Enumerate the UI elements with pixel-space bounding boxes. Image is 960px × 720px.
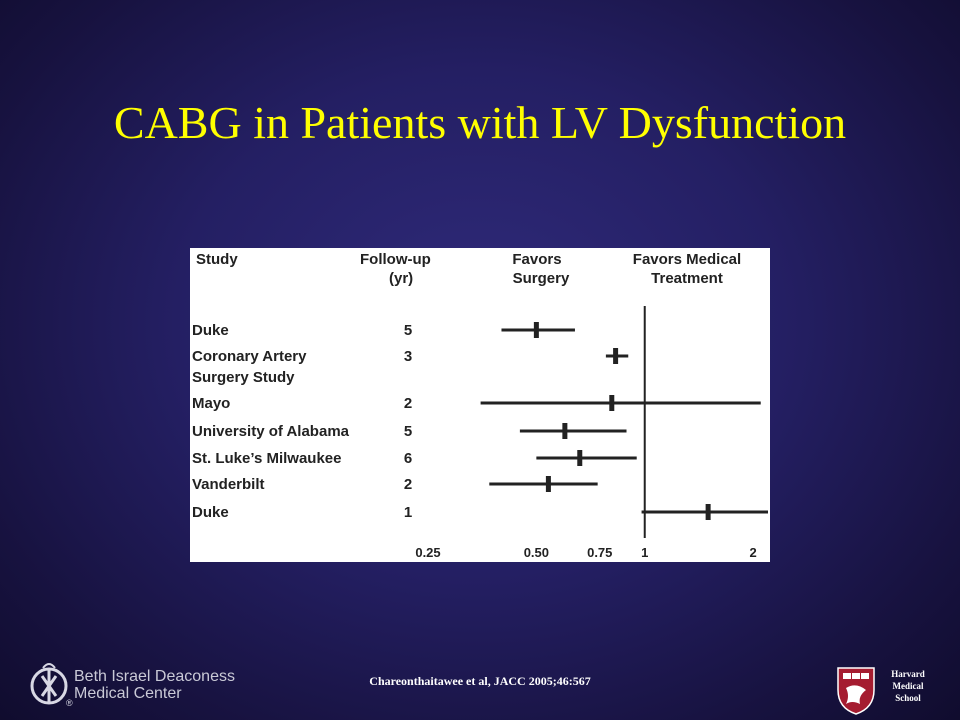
column-header-followup: Follow-up [360, 251, 431, 268]
plot-layer: Duke 5 Coronary Artery Surgery Study 3 Mayo 2 U… [192, 306, 768, 560]
bidmc-registered-mark: ® [66, 698, 73, 708]
x-tick-label: 0.25 [415, 545, 440, 560]
x-tick-label: 2 [749, 545, 756, 560]
x-tick-label: 0.50 [524, 545, 549, 560]
harvard-name-line1: Harvard [891, 669, 925, 679]
bidmc-name: Beth Israel Deaconess Medical Center [74, 668, 235, 702]
study-label: St. Luke’s Milwaukee [192, 450, 342, 467]
point-estimate [577, 450, 583, 466]
study-label: Surgery Study [192, 369, 295, 386]
x-tick-label: 1 [641, 545, 648, 560]
harvard-shield-icon [837, 667, 875, 715]
harvard-name-line3: School [895, 693, 921, 703]
bidmc-name-line2: Medical Center [74, 685, 182, 702]
study-label: Vanderbilt [192, 476, 265, 493]
followup-value: 5 [404, 322, 412, 339]
followup-value: 5 [404, 423, 412, 440]
x-tick-label: 0.75 [587, 545, 612, 560]
point-estimate [705, 504, 711, 520]
followup-value: 1 [404, 504, 412, 521]
point-estimate [609, 395, 615, 411]
study-label: Mayo [192, 395, 230, 412]
point-estimate [613, 348, 619, 364]
column-header-followup-unit: (yr) [389, 270, 413, 287]
forest-plot-canvas: Study Follow-up (yr) Favors Surgery Favo… [192, 251, 768, 560]
slide-title: CABG in Patients with LV Dysfunction [113, 97, 847, 148]
harvard-name-line2: Medical [892, 681, 924, 691]
bidmc-name-line1: Beth Israel Deaconess [74, 668, 235, 685]
column-header-favors-medical-2: Treatment [651, 270, 723, 287]
column-header-favors-surgery: Favors [512, 251, 561, 268]
citation: Chareonthaitawee et al, JACC 2005;46:567 [369, 674, 591, 688]
followup-value: 6 [404, 450, 412, 467]
point-estimate [533, 322, 539, 338]
point-estimate [562, 423, 568, 439]
point-estimate [545, 476, 551, 492]
study-label: Duke [192, 504, 229, 521]
study-label: Coronary Artery [192, 348, 307, 365]
column-header-study: Study [196, 251, 238, 268]
column-header-favors-surgery-2: Surgery [513, 270, 570, 287]
harvard-name: Harvard Medical School [880, 668, 936, 704]
study-label: University of Alabama [192, 423, 350, 440]
forest-plot: Study Follow-up (yr) Favors Surgery Favo… [190, 248, 770, 562]
followup-value: 2 [404, 395, 412, 412]
column-header-favors-medical: Favors Medical [633, 251, 741, 268]
study-label: Duke [192, 322, 229, 339]
bidmc-logo-icon: ® [30, 663, 73, 708]
followup-value: 2 [404, 476, 412, 493]
followup-value: 3 [404, 348, 412, 365]
